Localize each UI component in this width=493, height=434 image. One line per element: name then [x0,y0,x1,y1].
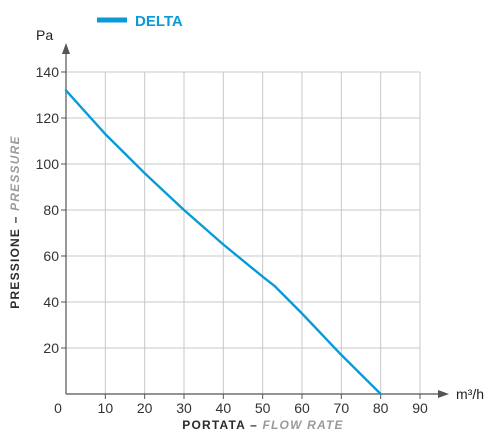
series-layer [64,89,382,396]
x-axis-title-separator: – [246,418,263,432]
y-axis-arrow [62,43,70,54]
x-tick-label: 10 [98,400,114,416]
x-axis-title: PORTATA – FLOW RATE [182,418,343,432]
y-axis-title: PRESSIONE – PRESSURE [8,135,22,308]
x-tick-label: 70 [334,400,350,416]
legend-label: DELTA [135,13,183,30]
x-tick-label: 0 [54,400,62,416]
x-unit-label: m³/h [456,386,484,402]
grid [66,71,421,394]
y-tick-label: 80 [43,202,59,218]
x-axis-title-sub: FLOW RATE [263,418,344,432]
y-tick-label: 40 [43,294,59,310]
tick-labels: 0 10 20 30 40 50 60 70 80 90 20 40 60 80 100 120 140 [36,64,428,416]
y-axis-title-main: PRESSIONE [8,228,22,309]
y-tick-label: 140 [36,64,60,80]
y-axis-title-sub: PRESSURE [8,135,22,211]
y-tick-label: 100 [36,156,60,172]
x-tick-label: 80 [373,400,389,416]
x-tick-label: 60 [294,400,310,416]
x-tick-label: 30 [176,400,192,416]
y-tick-label: 120 [36,110,60,126]
y-axis-title-separator: – [8,211,22,228]
x-tick-label: 40 [216,400,232,416]
x-tick-label: 50 [255,400,271,416]
y-unit-label: Pa [36,27,53,43]
x-tick-label: 20 [137,400,153,416]
x-axis-arrow [438,390,449,398]
series-line-delta [64,89,382,396]
y-tick-label: 20 [43,340,59,356]
axes [61,43,449,399]
y-tick-label: 60 [43,248,59,264]
x-axis-title-main: PORTATA [182,418,245,432]
x-tick-label: 90 [412,400,428,416]
